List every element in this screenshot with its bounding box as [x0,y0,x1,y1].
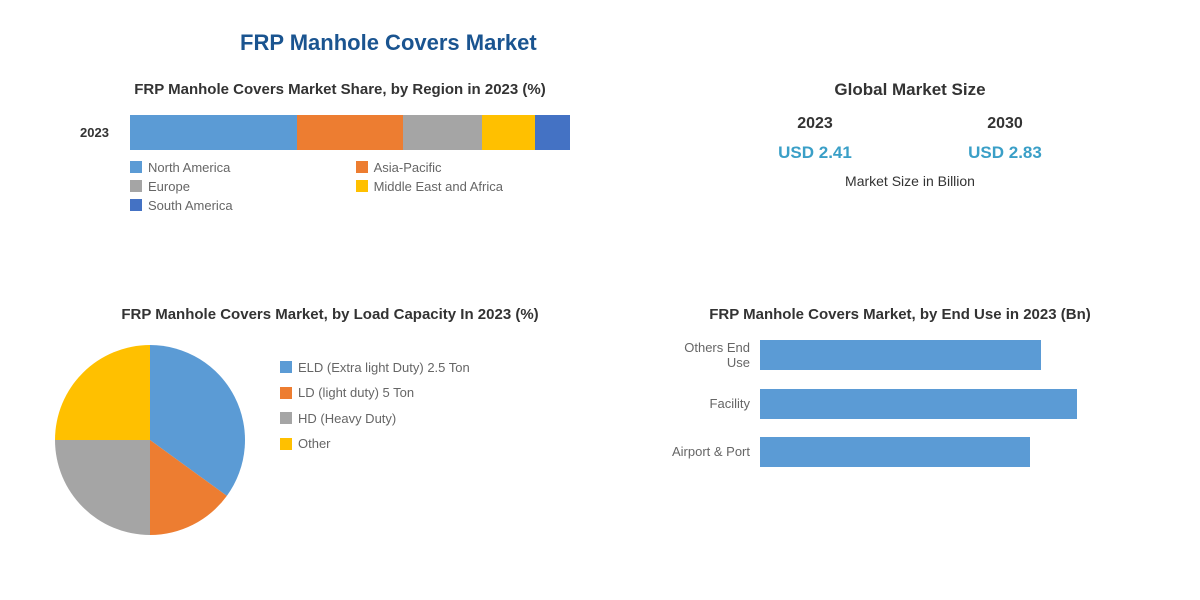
hbar-row-2: Airport & Port [660,437,1140,467]
market-size-years: 2023 2030 [720,115,1100,133]
stacked-seg-4 [535,115,570,150]
stacked-bar-year: 2023 [80,125,130,140]
pie-legend-item-0: ELD (Extra light Duty) 2.5 Ton [280,360,470,376]
market-size-title: Global Market Size [720,80,1100,100]
pie-svg [50,340,250,540]
region-legend-item-4: South America [130,198,356,213]
legend-swatch [280,438,292,450]
hbar-row-0: Others End Use [660,340,1140,371]
legend-label: ELD (Extra light Duty) 2.5 Ton [298,360,470,376]
legend-swatch [130,161,142,173]
pie-chart-section: FRP Manhole Covers Market, by Load Capac… [50,305,610,540]
hbar-2 [760,437,1030,467]
hbar-label-1: Facility [660,396,760,412]
main-title: FRP Manhole Covers Market [240,30,537,56]
region-legend-item-1: Asia-Pacific [356,160,582,175]
pie-chart [50,340,250,540]
stacked-seg-3 [482,115,535,150]
stacked-bar-row: 2023 [80,115,600,150]
stacked-seg-1 [297,115,403,150]
market-year-0: 2023 [797,115,833,133]
legend-label: South America [148,198,233,213]
pie-slice-2 [55,440,150,535]
end-use-bars: Others End Use Facility Airport & Port [660,340,1140,467]
hbar-label-0: Others End Use [660,340,760,371]
legend-label: Europe [148,179,190,194]
hbar-label-2: Airport & Port [660,444,760,460]
pie-legend-item-2: HD (Heavy Duty) [280,411,470,427]
market-size-unit: Market Size in Billion [720,173,1100,189]
hbar-track [760,437,1120,467]
stacked-seg-2 [403,115,482,150]
legend-swatch [130,199,142,211]
legend-swatch [280,412,292,424]
hbar-row-1: Facility [660,389,1140,419]
pie-legend: ELD (Extra light Duty) 2.5 Ton LD (light … [280,360,470,462]
legend-swatch [130,180,142,192]
market-year-1: 2030 [987,115,1023,133]
legend-label: North America [148,160,230,175]
stacked-seg-0 [130,115,297,150]
stacked-bar [130,115,570,150]
region-legend: North America Asia-Pacific Europe Middle Ea… [80,160,600,217]
legend-label: Asia-Pacific [374,160,442,175]
end-use-chart: FRP Manhole Covers Market, by End Use in… [660,305,1140,485]
market-value-1: USD 2.83 [968,143,1042,163]
legend-swatch [280,361,292,373]
end-use-title: FRP Manhole Covers Market, by End Use in… [660,305,1140,325]
legend-label: Middle East and Africa [374,179,503,194]
region-chart-title: FRP Manhole Covers Market Share, by Regi… [80,80,600,100]
hbar-track [760,389,1120,419]
region-chart: FRP Manhole Covers Market Share, by Regi… [80,80,600,217]
pie-row: ELD (Extra light Duty) 2.5 Ton LD (light … [50,340,610,540]
pie-slice-3 [55,345,150,440]
market-size-panel: Global Market Size 2023 2030 USD 2.41 US… [720,80,1100,189]
market-size-values: USD 2.41 USD 2.83 [720,143,1100,163]
market-value-0: USD 2.41 [778,143,852,163]
pie-chart-title: FRP Manhole Covers Market, by Load Capac… [50,305,610,325]
region-legend-item-3: Middle East and Africa [356,179,582,194]
legend-label: LD (light duty) 5 Ton [298,385,414,401]
pie-legend-item-1: LD (light duty) 5 Ton [280,385,470,401]
legend-label: Other [298,436,331,452]
legend-swatch [356,180,368,192]
legend-swatch [280,387,292,399]
hbar-1 [760,389,1077,419]
region-legend-item-0: North America [130,160,356,175]
region-legend-item-2: Europe [130,179,356,194]
pie-legend-item-3: Other [280,436,470,452]
legend-label: HD (Heavy Duty) [298,411,396,427]
legend-swatch [356,161,368,173]
hbar-0 [760,340,1041,370]
hbar-track [760,340,1120,370]
